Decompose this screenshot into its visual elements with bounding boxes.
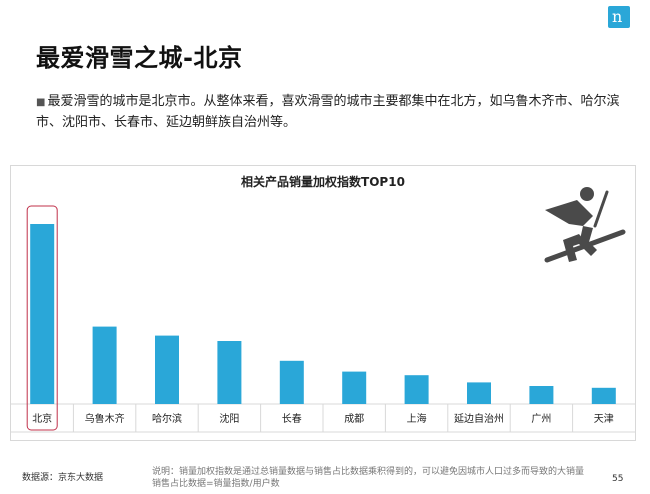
intro-paragraph: ■ 最爱滑雪的城市是北京市。从整体来看，喜欢滑雪的城市主要都集中在北方，如乌鲁木齐… <box>36 92 624 133</box>
x-tick-label: 成都 <box>344 413 364 425</box>
chart-title: 相关产品销量加权指数TOP10 <box>241 174 405 189</box>
x-tick-label: 上海 <box>407 412 427 425</box>
x-tick-label: 乌鲁木齐 <box>85 412 125 425</box>
x-tick-label: 长春 <box>282 413 302 425</box>
bullet-icon: ■ <box>36 97 46 108</box>
bar-6 <box>342 371 367 404</box>
bar-chart: 相关产品销量加权指数TOP10 北京 乌鲁木齐 哈尔滨 沈阳 长春 成都 上海 延边自治州 广州 天… <box>11 174 635 433</box>
data-source-note: 数据源：京东大数据 <box>22 473 104 483</box>
bar-4 <box>217 341 242 404</box>
x-tick-label: 延边自治州 <box>454 412 504 425</box>
x-tick-label: 沈阳 <box>219 412 239 425</box>
highlight-outline <box>26 205 58 431</box>
brand-logo-icon: n <box>608 6 630 28</box>
page-title: 最爱滑雪之城-北京 <box>36 44 243 72</box>
x-tick-label: 北京 <box>32 412 52 425</box>
x-tick-label: 天津 <box>594 413 614 425</box>
x-tick-label: 广州 <box>531 413 551 425</box>
footnote: 说明：销量加权指数是通过总销量数据与销售占比数据乘积得到的，可以避免因城市人口过… <box>152 467 585 489</box>
chart-panel: 相关产品销量加权指数TOP10 北京 乌鲁木齐 哈尔滨 沈阳 长春 成都 上海 延边自治州 广州 天… <box>10 165 636 441</box>
bar-1 <box>30 224 55 404</box>
x-tick-label: 哈尔滨 <box>152 412 182 425</box>
bar-8 <box>467 382 491 404</box>
bar-9 <box>529 386 554 404</box>
bar-10 <box>591 387 616 404</box>
bar-7 <box>404 375 429 404</box>
skier-icon <box>544 187 626 263</box>
bar-3 <box>155 335 179 404</box>
intro-text: 最爱滑雪的城市是北京市。从整体来看，喜欢滑雪的城市主要都集中在北方，如乌鲁木齐市… <box>36 94 620 130</box>
bar-2 <box>92 326 117 404</box>
page-number: 55 <box>612 474 624 484</box>
bar-5 <box>279 360 304 404</box>
